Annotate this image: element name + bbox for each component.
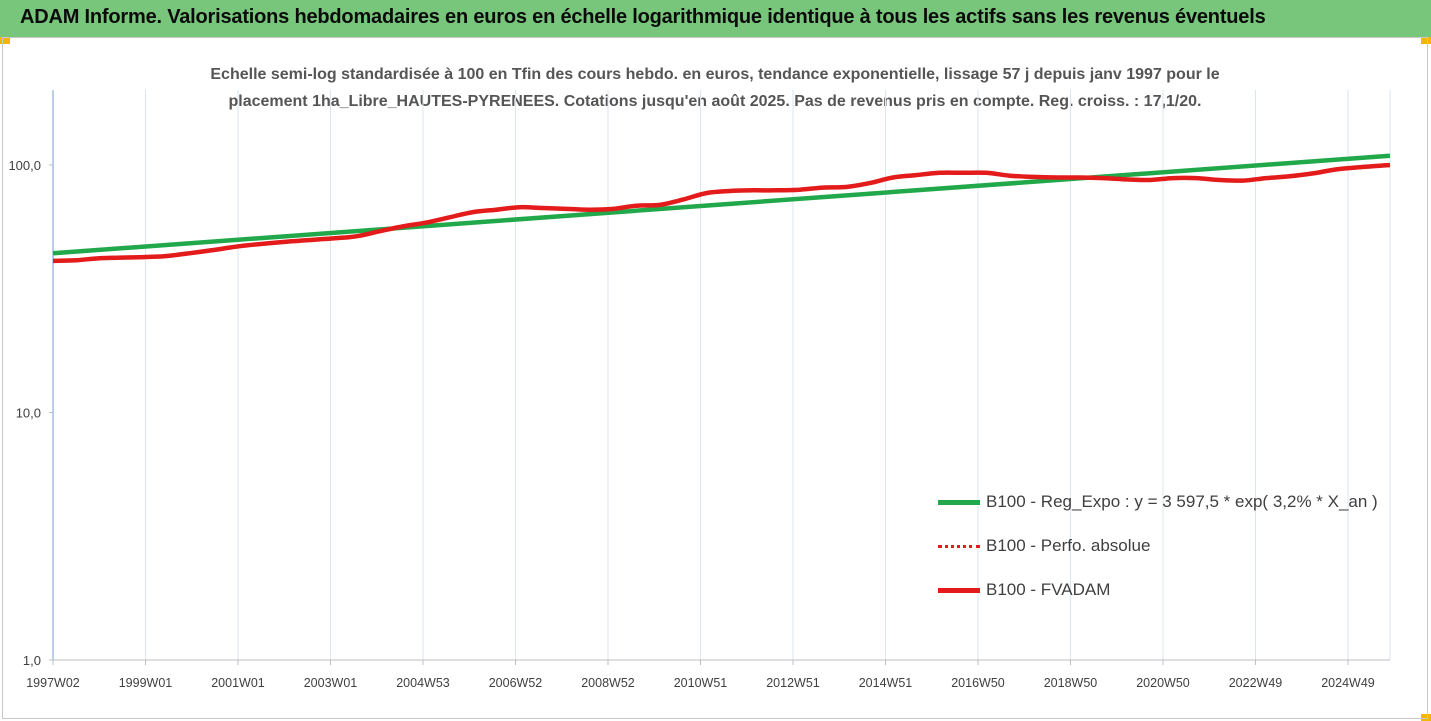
grid-lines — [145, 90, 1391, 660]
axes — [49, 90, 1390, 665]
corner-marker-left — [0, 37, 10, 44]
legend-item-fvadam: B100 - FVADAM — [938, 568, 1378, 612]
legend-item-regression: B100 - Reg_Expo : y = 3 597,5 * exp( 3,2… — [938, 480, 1378, 524]
legend-swatch-regression — [938, 499, 980, 505]
chart-legend: B100 - Reg_Expo : y = 3 597,5 * exp( 3,2… — [938, 480, 1378, 612]
legend-label-perf-absolue: B100 - Perfo. absolue — [986, 536, 1151, 555]
x-tick-label: 2018W50 — [1044, 676, 1098, 690]
x-tick-label: 1999W01 — [119, 676, 173, 690]
header-bar: ADAM Informe. Valorisations hebdomadaire… — [0, 0, 1431, 37]
legend-swatch-fvadam — [938, 587, 980, 593]
x-tick-label: 2012W51 — [766, 676, 820, 690]
y-tick-label: 100,0 — [8, 158, 41, 173]
series-lines — [52, 153, 1391, 264]
chart-frame — [2, 37, 1428, 719]
chart-subtitle-line-2: placement 1ha_Libre_HAUTES-PYRENEES. Cot… — [228, 93, 1202, 110]
legend-label-regression: B100 - Reg_Expo : y = 3 597,5 * exp( 3,2… — [986, 492, 1378, 511]
series-line-regression — [52, 153, 1391, 256]
x-tick-label: 2006W52 — [489, 676, 543, 690]
legend-label-fvadam: B100 - FVADAM — [986, 580, 1111, 599]
x-tick-label: 2014W51 — [859, 676, 913, 690]
x-tick-label: 2004W53 — [396, 676, 450, 690]
x-tick-label: 2016W50 — [951, 676, 1005, 690]
chart-subtitle-line-1: Echelle semi-log standardisée à 100 en T… — [210, 66, 1220, 83]
corner-marker-right — [1421, 37, 1431, 44]
x-tick-label: 2010W51 — [674, 676, 728, 690]
corner-marker-bottom-right — [1421, 714, 1431, 721]
x-tick-label: 2003W01 — [304, 676, 358, 690]
legend-item-perf-absolue: B100 - Perfo. absolue — [938, 524, 1378, 568]
page-title: ADAM Informe. Valorisations hebdomadaire… — [20, 6, 1266, 28]
x-tick-label: 1997W02 — [26, 676, 80, 690]
legend-swatch-perf-absolue — [938, 544, 980, 548]
x-tick-label: 2020W50 — [1136, 676, 1190, 690]
tick-labels: 1997W02 1999W01 2001W01 2003W01 2004W53 2006W… — [8, 158, 1374, 690]
x-tick-label: 2022W49 — [1229, 676, 1283, 690]
y-tick-label: 1,0 — [23, 653, 41, 668]
y-tick-label: 10,0 — [16, 406, 41, 421]
series-line-fvadam — [52, 162, 1391, 264]
x-tick-label: 2024W49 — [1321, 676, 1375, 690]
x-tick-label: 2008W52 — [581, 676, 635, 690]
x-tick-label: 2001W01 — [211, 676, 265, 690]
